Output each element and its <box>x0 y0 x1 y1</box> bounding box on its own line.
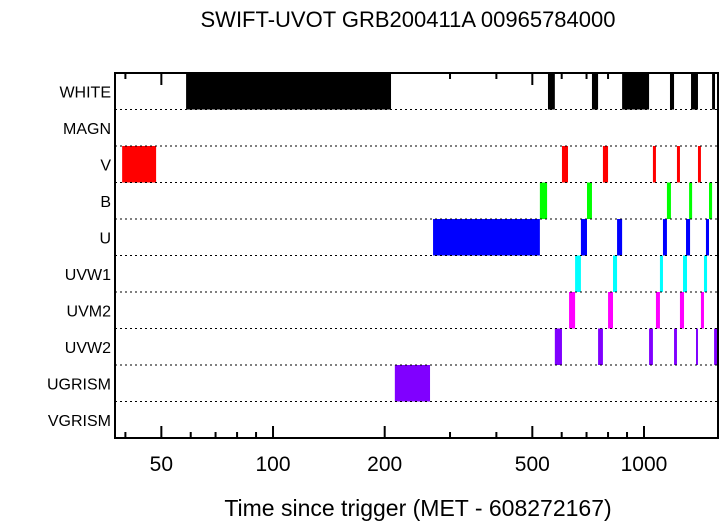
exposure-bar-uvw1 <box>613 255 618 292</box>
exposure-bar-uvw2 <box>696 328 698 365</box>
chart-title: SWIFT-UVOT GRB200411A 00965784000 <box>201 7 616 32</box>
exposure-bar-v <box>676 146 680 183</box>
row-label: V <box>100 157 111 174</box>
exposure-bar-b <box>586 182 592 219</box>
exposure-bar-uvw1 <box>703 255 708 292</box>
x-tick-label: 200 <box>367 453 402 476</box>
exposure-bar-v <box>122 146 157 183</box>
exposure-bar-v <box>602 146 609 183</box>
exposure-bar-uvw1 <box>659 255 663 292</box>
exposure-bar-uvw2 <box>554 328 562 365</box>
row-label: MAGN <box>63 121 111 138</box>
exposure-bar-b <box>666 182 671 219</box>
exposure-bar-uvw2 <box>714 328 717 365</box>
exposure-bar-uvw2 <box>674 328 677 365</box>
row-label: WHITE <box>59 84 111 101</box>
exposure-bar-white <box>591 73 599 110</box>
exposure-bar-u <box>662 219 667 256</box>
exposure-bar-white <box>712 73 716 110</box>
exposure-bar-u <box>617 219 623 256</box>
exposure-bar-u <box>705 219 710 256</box>
exposure-bar-v <box>561 146 569 183</box>
exposure-bar-v <box>697 146 701 183</box>
exposure-bar-white <box>186 73 392 110</box>
row-label: VGRISM <box>48 413 111 430</box>
exposure-bar-uvm2 <box>679 292 685 329</box>
plot-frame <box>114 72 719 439</box>
exposure-bar-b <box>709 182 713 219</box>
row-label: UVW1 <box>65 267 111 284</box>
row-label: UVW2 <box>65 340 111 357</box>
exposure-bar-uvm2 <box>700 292 704 329</box>
row-label: B <box>100 194 111 211</box>
row-label: U <box>99 230 111 247</box>
exposure-bar-uvm2 <box>569 292 576 329</box>
exposure-bar-v <box>652 146 656 183</box>
x-tick-label: 1000 <box>621 453 668 476</box>
x-axis-label: Time since trigger (MET - 608272167) <box>224 495 611 521</box>
exposure-bar-u <box>580 219 587 256</box>
exposure-bar-b <box>539 182 548 219</box>
exposure-bar-uvm2 <box>608 292 614 329</box>
row-label: UVM2 <box>67 303 112 320</box>
exposure-bar-uvm2 <box>655 292 660 329</box>
row-label: UGRISM <box>47 376 111 393</box>
exposure-bar-ugrism <box>394 365 431 402</box>
exposure-bar-b <box>689 182 693 219</box>
exposure-bar-uvw1 <box>683 255 688 292</box>
exposure-bar-white <box>669 73 675 110</box>
x-tick-label: 500 <box>515 453 550 476</box>
exposure-bar-white <box>691 73 698 110</box>
exposure-bar-uvw1 <box>575 255 581 292</box>
exposure-bar-white <box>547 73 555 110</box>
exposure-bar-uvw2 <box>598 328 603 365</box>
plot-area: WHITE MAGN V B U UVW1 UVM2 UVW2 UGRISM VGRISM 50 10… <box>47 72 719 476</box>
exposure-bar-u <box>686 219 691 256</box>
exposure-bar-uvw2 <box>649 328 653 365</box>
exposure-bar-u <box>433 219 540 256</box>
x-tick-label: 50 <box>150 453 173 476</box>
x-tick-label: 100 <box>256 453 291 476</box>
